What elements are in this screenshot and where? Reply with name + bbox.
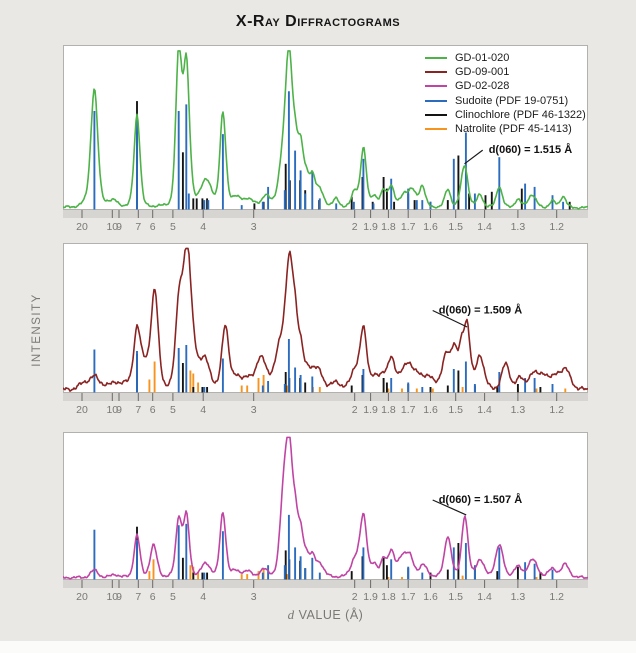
x-tick-label: 1.3 bbox=[511, 221, 526, 233]
x-tick-label: 5 bbox=[170, 591, 176, 603]
x-tick-label: 1.6 bbox=[423, 221, 438, 233]
legend-label: Sudoite (PDF 19-0751) bbox=[455, 94, 569, 107]
annotation-label: d(060) = 1.509 Å bbox=[439, 304, 523, 317]
x-tick-label: 1.8 bbox=[381, 404, 396, 416]
x-tick-label: 9 bbox=[116, 591, 122, 603]
x-tick-label: 10 bbox=[106, 404, 118, 416]
x-tick-label: 1.4 bbox=[477, 404, 492, 416]
x-axis-label: d VALUE (Å) bbox=[63, 607, 588, 623]
annotation-arrow bbox=[432, 309, 468, 328]
x-tick-label: 1.3 bbox=[511, 591, 526, 603]
diffractogram-panel-middle: 20 109 7 6 5 4 3 2 1.9 1.8 1.7 1.6 1.5 1.4 1.3 1.2 d(060… bbox=[63, 243, 588, 416]
legend-label: Clinochlore (PDF 46-1322) bbox=[455, 108, 586, 121]
x-tick-label: 1.9 bbox=[363, 404, 378, 416]
axis-band bbox=[63, 580, 588, 588]
x-tick-label: 7 bbox=[135, 221, 141, 233]
diffractogram-panel-bottom: 20 109 7 6 5 4 3 2 1.9 1.8 1.7 1.6 1.5 1.4 1.3 1.2 d(060… bbox=[63, 432, 588, 603]
x-tick-label: 9 bbox=[116, 404, 122, 416]
x-tick-label: 1.6 bbox=[423, 404, 438, 416]
x-tick-label: 5 bbox=[170, 221, 176, 233]
x-tick-label: 1.5 bbox=[448, 591, 463, 603]
x-tick-label: 1.7 bbox=[401, 221, 416, 233]
x-tick-label: 1.5 bbox=[448, 404, 463, 416]
x-tick-label: 10 bbox=[106, 221, 118, 233]
bottom-band bbox=[0, 641, 636, 653]
legend-swatch bbox=[425, 113, 447, 116]
legend-item-gd-09-001: GD-09-001 bbox=[425, 66, 586, 78]
legend-item-gd-01-020: GD-01-020 bbox=[425, 52, 586, 64]
x-tick-label: 3 bbox=[251, 221, 257, 233]
x-tick-label: 1.6 bbox=[423, 591, 438, 603]
x-tick-label: 20 bbox=[76, 221, 88, 233]
x-axis-label-d: d bbox=[287, 607, 295, 622]
x-tick-label: 20 bbox=[76, 591, 88, 603]
x-tick-label: 20 bbox=[76, 404, 88, 416]
x-tick-label: 1.2 bbox=[549, 404, 564, 416]
axis-band bbox=[63, 210, 588, 218]
x-tick-label: 1.9 bbox=[363, 591, 378, 603]
legend-swatch bbox=[425, 71, 447, 74]
diffractogram-curve bbox=[63, 436, 588, 580]
legend-label: GD-02-028 bbox=[455, 80, 510, 93]
x-tick-label: 6 bbox=[150, 591, 156, 603]
annotation-label: d(060) = 1.507 Å bbox=[439, 493, 523, 506]
x-tick-label: 6 bbox=[150, 221, 156, 233]
legend-item-clinochlore-pdf-46-1322: Clinochlore (PDF 46-1322) bbox=[425, 109, 586, 121]
axis-band bbox=[63, 393, 588, 401]
legend-swatch bbox=[425, 127, 447, 130]
x-tick-label: 6 bbox=[150, 404, 156, 416]
legend-swatch bbox=[425, 85, 447, 88]
legend-label: GD-01-020 bbox=[455, 52, 510, 64]
legend-label: Natrolite (PDF 45-1413) bbox=[455, 122, 572, 135]
legend-item-natrolite-pdf-45-1413: Natrolite (PDF 45-1413) bbox=[425, 123, 586, 135]
legend-item-sudoite-pdf-19-0751: Sudoite (PDF 19-0751) bbox=[425, 95, 586, 107]
legend-swatch bbox=[425, 57, 447, 59]
x-tick-label: 1.9 bbox=[363, 221, 378, 233]
legend-swatch bbox=[425, 99, 447, 102]
x-tick-label: 1.7 bbox=[401, 591, 416, 603]
x-tick-label: 1.2 bbox=[549, 221, 564, 233]
x-tick-label: 1.4 bbox=[477, 221, 492, 233]
chart-title: X-Ray Diffractograms bbox=[235, 13, 401, 30]
diffractogram-curve bbox=[63, 247, 588, 392]
x-tick-label: 1.4 bbox=[477, 591, 492, 603]
diffractogram-curve bbox=[63, 50, 588, 210]
x-axis-label-rest: VALUE (Å) bbox=[294, 608, 364, 622]
x-tick-label: 1.7 bbox=[401, 404, 416, 416]
x-tick-label: 2 bbox=[352, 591, 358, 603]
x-tick-label: 1.3 bbox=[511, 404, 526, 416]
x-tick-label: 4 bbox=[200, 591, 206, 603]
x-tick-label: 9 bbox=[116, 221, 122, 233]
y-axis-label: INTENSITY bbox=[31, 293, 43, 367]
x-tick-label: 1.8 bbox=[381, 221, 396, 233]
x-tick-label: 7 bbox=[135, 591, 141, 603]
x-tick-label: 10 bbox=[106, 591, 118, 603]
x-tick-label: 2 bbox=[352, 221, 358, 233]
x-tick-label: 3 bbox=[251, 404, 257, 416]
x-tick-label: 5 bbox=[170, 404, 176, 416]
annotation-arrow bbox=[432, 499, 467, 516]
x-tick-label: 1.8 bbox=[381, 591, 396, 603]
annotation-arrow bbox=[464, 149, 484, 165]
annotation-label: d(060) = 1.515 Å bbox=[489, 143, 573, 156]
legend-item-gd-02-028: GD-02-028 bbox=[425, 80, 586, 92]
x-tick-label: 3 bbox=[251, 591, 257, 603]
x-tick-label: 7 bbox=[135, 404, 141, 416]
legend-label: GD-09-001 bbox=[455, 66, 510, 79]
legend: GD-01-020 GD-09-001 GD-02-028 Sudoite (PDF … bbox=[425, 52, 586, 135]
x-tick-label: 4 bbox=[200, 221, 206, 233]
plot-area bbox=[63, 432, 588, 580]
x-tick-label: 1.5 bbox=[448, 221, 463, 233]
x-tick-label: 2 bbox=[352, 404, 358, 416]
diffractogram-panel-top: 20 109 7 6 5 4 3 2 1.9 1.8 1.7 1.6 1.5 1.4 1.3 1.2 d(060… bbox=[63, 45, 588, 233]
x-tick-label: 1.2 bbox=[549, 591, 564, 603]
x-tick-label: 4 bbox=[200, 404, 206, 416]
